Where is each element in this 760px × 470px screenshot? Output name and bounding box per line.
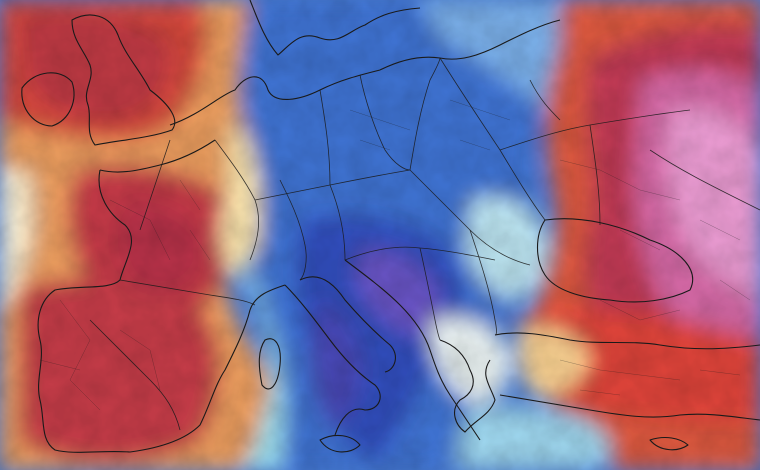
- border-17: [139, 139, 171, 231]
- border-1: [214, 139, 260, 261]
- italy-coast: [284, 276, 396, 436]
- border-12: [469, 229, 497, 336]
- continent-coast: [37, 69, 381, 453]
- borders: [89, 57, 760, 431]
- britain-coast: [71, 14, 176, 146]
- border-11: [419, 247, 441, 341]
- ireland-coast: [21, 72, 75, 127]
- border-15: [359, 74, 411, 171]
- coastlines: [21, 0, 760, 453]
- region-line-4: [349, 99, 511, 151]
- border-13: [589, 124, 601, 226]
- border-8: [439, 57, 546, 221]
- border-19: [649, 149, 760, 211]
- adriatic-coast: [344, 259, 481, 441]
- border-14: [529, 79, 561, 121]
- border-7: [409, 169, 531, 266]
- border-6: [329, 184, 346, 261]
- greece-coast: [439, 339, 496, 433]
- border-5: [409, 57, 441, 171]
- region-borders: [39, 99, 751, 411]
- border-18: [89, 319, 181, 431]
- border-2: [119, 279, 256, 306]
- border-16: [279, 179, 307, 281]
- border-9: [499, 109, 691, 151]
- black-sea-coast: [536, 218, 694, 303]
- sicily-coast: [319, 434, 361, 453]
- border-4: [319, 89, 331, 186]
- cyprus-coast: [649, 436, 689, 451]
- region-line-1: [39, 179, 211, 411]
- sardinia-coast: [258, 338, 281, 390]
- baltic-coast: [379, 19, 561, 71]
- scandinavia-coast: [249, 0, 421, 56]
- region-line-3: [559, 359, 741, 396]
- turkey-coast: [494, 332, 760, 421]
- region-line-2: [559, 159, 751, 321]
